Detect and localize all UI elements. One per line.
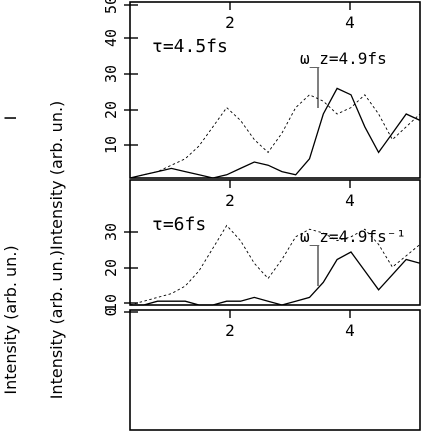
panel-1-ytick-label: 10: [102, 136, 120, 154]
panel-2-ytick-label: 10: [102, 294, 120, 312]
panel-1-ytick-label: 20: [102, 101, 120, 119]
panel-2-annotation-tau: τ=6fs: [152, 214, 206, 235]
panel-3-frame: [129, 309, 421, 431]
panel-2-series-2-line: [129, 224, 421, 306]
panel-2-frame: [129, 179, 421, 306]
panel-2: [124, 179, 421, 306]
panel-1-series-1-line: [129, 87, 421, 179]
panel-1-annotation-tau: τ=4.5fs: [152, 36, 228, 57]
panel-3-ytick-label: 0: [102, 307, 120, 316]
panel-2-ytick-label: 30: [102, 223, 120, 241]
panel-1-ytick-label: 30: [102, 65, 120, 83]
y-axis-label-cropped: I: [1, 116, 20, 121]
panel-3: [124, 309, 421, 431]
panel-1-xtick-label: 2: [225, 13, 235, 32]
panel-1-series-2-line: [129, 94, 421, 179]
panel-1-xtick-label: 4: [345, 13, 355, 32]
panel-2-ytick-label: 20: [102, 259, 120, 277]
panel-1-ytick-label: 50: [102, 0, 120, 14]
series-layer: [129, 87, 421, 306]
panel-2-xtick-label: 2: [225, 191, 235, 210]
panel-1-ytick-label: 40: [102, 29, 120, 47]
panel-2-series-1-line: [130, 251, 421, 306]
panel-1: [124, 1, 421, 179]
panel-2-xtick-label: 4: [345, 191, 355, 210]
panel-1-annotation-omega: ω_z=4.9fs: [300, 49, 387, 68]
y-axis-label-middle: Intensity (arb. un.)Intensity (arb. un.): [47, 101, 66, 400]
panel-2-annotation-omega: ω_z=4.9fs⁻¹: [300, 227, 406, 246]
axes-layer: [124, 1, 421, 431]
panel-3-xtick-label: 2: [225, 321, 235, 340]
panel-3-xtick-label: 4: [345, 321, 355, 340]
y-axis-label-full: Intensity (arb. un.): [1, 245, 20, 394]
panel-1-frame: [129, 1, 421, 179]
